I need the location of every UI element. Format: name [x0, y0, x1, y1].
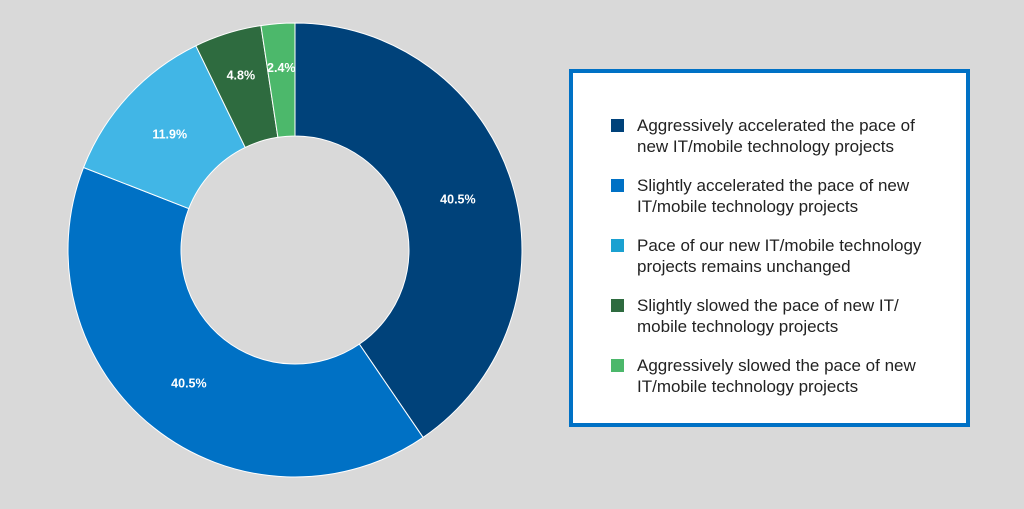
- data-label-slightly-accelerated: 40.5%: [171, 376, 206, 390]
- legend-label-line: Slightly slowed the pace of new IT/: [637, 296, 899, 315]
- data-label-slightly-slowed: 4.8%: [227, 69, 256, 83]
- legend-item-unchanged: Pace of our new IT/mobile technology pro…: [611, 235, 951, 277]
- legend-label: Pace of our new IT/mobile technology pro…: [637, 235, 921, 277]
- chart-legend: Aggressively accelerated the pace of new…: [569, 69, 970, 427]
- slice-slightly-accelerated: [67, 166, 424, 478]
- legend-label-line: new IT/mobile technology projects: [637, 137, 895, 156]
- legend-item-slightly-slowed: Slightly slowed the pace of new IT/ mobi…: [611, 295, 951, 337]
- legend-swatch: [611, 239, 624, 252]
- data-label-aggressively-accelerated: 40.5%: [440, 193, 475, 207]
- data-label-aggressively-slowed: 2.4%: [267, 61, 296, 75]
- legend-label-line: projects remains unchanged: [637, 257, 851, 276]
- legend-label-line: Pace of our new IT/mobile technology: [637, 236, 922, 255]
- legend-swatch: [611, 119, 624, 132]
- slice-aggressively-accelerated: [294, 22, 523, 439]
- legend-item-slightly-accelerated: Slightly accelerated the pace of new IT/…: [611, 175, 951, 217]
- donut-chart: 40.5% 40.5% 11.9% 4.8% 2.4%: [67, 22, 523, 478]
- legend-item-aggressively-slowed: Aggressively slowed the pace of new IT/m…: [611, 355, 951, 397]
- legend-label-line: IT/mobile technology projects: [637, 197, 859, 216]
- legend-item-aggressively-accelerated: Aggressively accelerated the pace of new…: [611, 115, 951, 157]
- slice-aggressively-slowed: [260, 22, 296, 138]
- donut-chart-svg: 40.5% 40.5% 11.9% 4.8% 2.4%: [67, 22, 523, 478]
- legend-swatch: [611, 299, 624, 312]
- legend-label: Aggressively slowed the pace of new IT/m…: [637, 355, 916, 397]
- legend-label: Slightly accelerated the pace of new IT/…: [637, 175, 909, 217]
- legend-label: Slightly slowed the pace of new IT/ mobi…: [637, 295, 899, 337]
- legend-swatch: [611, 179, 624, 192]
- data-label-unchanged: 11.9%: [152, 127, 187, 141]
- legend-swatch: [611, 359, 624, 372]
- legend-label: Aggressively accelerated the pace of new…: [637, 115, 915, 157]
- legend-label-line: Aggressively slowed the pace of new: [637, 356, 916, 375]
- legend-label-line: IT/mobile technology projects: [637, 377, 859, 396]
- legend-label-line: Aggressively accelerated the pace of: [637, 116, 915, 135]
- legend-label-line: Slightly accelerated the pace of new: [637, 176, 910, 195]
- legend-label-line: mobile technology projects: [637, 317, 839, 336]
